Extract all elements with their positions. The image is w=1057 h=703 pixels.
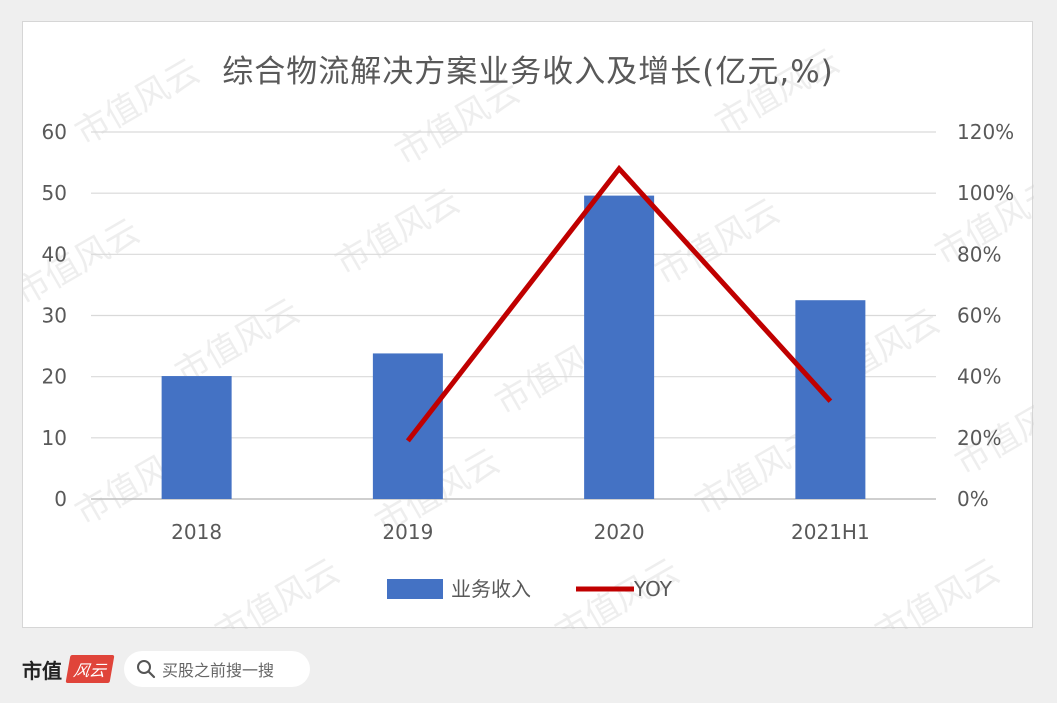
legend-label-revenue: 业务收入 bbox=[451, 577, 531, 601]
search-placeholder: 买股之前搜一搜 bbox=[162, 661, 275, 680]
legend: 业务收入 YOY bbox=[387, 577, 673, 601]
line-yoy bbox=[405, 164, 833, 443]
brand-name: 市值 bbox=[22, 658, 62, 683]
x-axis-label: 2018 bbox=[171, 520, 222, 544]
right-axis-tick: 0% bbox=[957, 487, 989, 511]
brand-logo: 风云 bbox=[65, 655, 115, 683]
x-axis-label: 2019 bbox=[382, 520, 433, 544]
gridlines bbox=[91, 131, 936, 500]
bar-revenue bbox=[372, 353, 443, 499]
x-axis-label: 2020 bbox=[594, 520, 645, 544]
chart-title: 综合物流解决方案业务收入及增长(亿元,%) bbox=[222, 54, 834, 90]
left-axis-ticks: 0 10 20 30 40 50 60 bbox=[42, 120, 67, 511]
bar-revenue bbox=[584, 195, 655, 499]
right-axis-tick: 60% bbox=[957, 304, 1001, 328]
legend-label-yoy: YOY bbox=[633, 577, 673, 601]
legend-swatch-revenue bbox=[387, 579, 443, 599]
watermark-text: 市值风云 bbox=[329, 181, 467, 284]
footer-bar: 市值 风云 买股之前搜一搜 bbox=[22, 650, 311, 688]
right-axis-tick: 80% bbox=[957, 242, 1001, 266]
x-axis-label: 2021H1 bbox=[791, 520, 870, 544]
x-axis-categories: 2018 2019 2020 2021H1 bbox=[171, 520, 870, 544]
left-axis-tick: 60 bbox=[42, 120, 67, 144]
right-axis-tick: 20% bbox=[957, 426, 1001, 450]
right-axis-tick: 100% bbox=[957, 181, 1014, 205]
search-box[interactable]: 买股之前搜一搜 bbox=[124, 651, 311, 687]
left-axis-tick: 40 bbox=[42, 242, 67, 266]
watermark-text: 市值风云 bbox=[69, 51, 207, 154]
right-axis-ticks: 0% 20% 40% 60% 80% 100% 120% bbox=[957, 120, 1014, 511]
bar-revenue bbox=[161, 376, 232, 499]
left-axis-tick: 0 bbox=[54, 487, 67, 511]
line-series bbox=[405, 164, 833, 443]
watermark-text: 市值风云 bbox=[209, 551, 347, 629]
watermark-text: 市值风云 bbox=[869, 551, 1007, 629]
left-axis-tick: 50 bbox=[42, 181, 67, 205]
left-axis-tick: 10 bbox=[42, 426, 67, 450]
left-axis-tick: 30 bbox=[42, 304, 67, 328]
right-axis-tick: 40% bbox=[957, 365, 1001, 389]
right-axis-tick: 120% bbox=[957, 120, 1014, 144]
search-icon bbox=[137, 660, 156, 679]
left-axis-tick: 20 bbox=[42, 365, 67, 389]
chart-card: 市值风云 市值风云 市值风云 市值风云 市值风云 市值风云 市值风云 市值风云 市值风云 市值风云… bbox=[22, 21, 1034, 629]
